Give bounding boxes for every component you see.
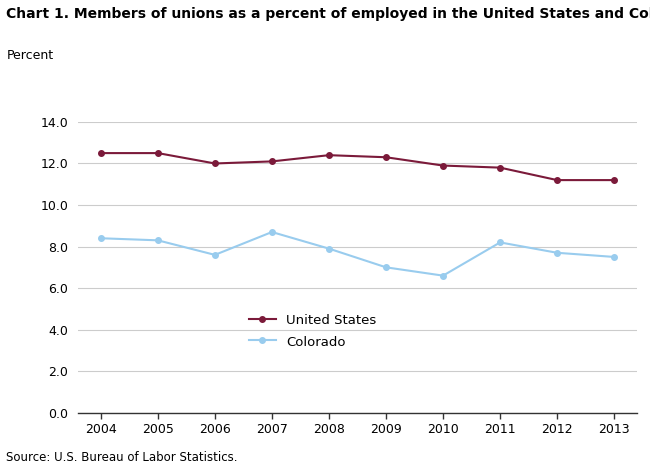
Colorado xyxy=(553,250,561,256)
Line: Colorado: Colorado xyxy=(98,229,617,279)
United States xyxy=(382,154,390,160)
Colorado xyxy=(325,246,333,251)
Legend: United States, Colorado: United States, Colorado xyxy=(244,309,382,354)
Text: Source: U.S. Bureau of Labor Statistics.: Source: U.S. Bureau of Labor Statistics. xyxy=(6,451,238,464)
United States xyxy=(553,177,561,183)
United States xyxy=(325,152,333,158)
United States xyxy=(211,161,219,166)
United States xyxy=(439,163,447,168)
United States xyxy=(97,150,105,156)
Colorado xyxy=(382,265,390,270)
United States xyxy=(154,150,162,156)
Text: Chart 1. Members of unions as a percent of employed in the United States and Col: Chart 1. Members of unions as a percent … xyxy=(6,7,650,21)
Colorado xyxy=(154,237,162,243)
United States xyxy=(496,165,504,170)
Colorado xyxy=(97,235,105,241)
Colorado xyxy=(610,254,618,260)
Colorado xyxy=(211,252,219,257)
Colorado xyxy=(496,240,504,245)
Colorado xyxy=(439,273,447,279)
Text: Percent: Percent xyxy=(6,49,53,62)
Colorado xyxy=(268,229,276,235)
United States xyxy=(610,177,618,183)
United States xyxy=(268,159,276,164)
Line: United States: United States xyxy=(98,151,617,183)
